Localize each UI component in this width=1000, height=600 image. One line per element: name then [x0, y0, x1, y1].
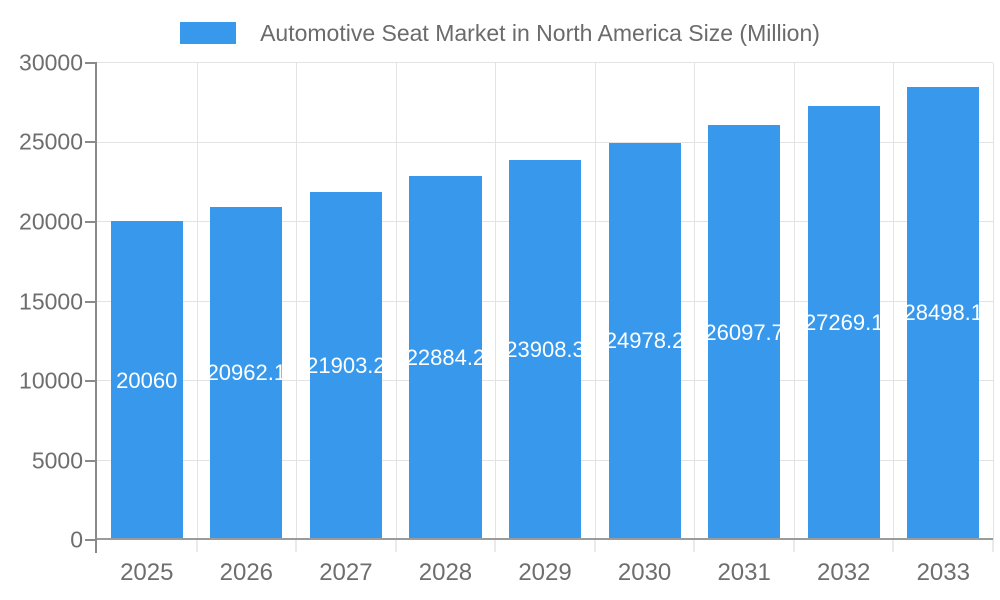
bar-slot: 27269.1 — [794, 63, 894, 540]
bars-container: 20060 20962.1 21903.2 22884.2 23908.3 24978.2… — [97, 63, 993, 540]
bar-value-label: 28498.1 — [907, 300, 980, 326]
v-gridline — [893, 63, 895, 540]
y-axis-line — [95, 63, 97, 553]
bar-2033[interactable]: 28498.1 — [907, 86, 980, 540]
y-tick-label: 20000 — [19, 208, 83, 235]
bar-2028[interactable]: 22884.2 — [409, 176, 482, 540]
bar-value-label: 22884.2 — [409, 345, 482, 371]
y-tick-label: 25000 — [19, 128, 83, 155]
x-tick-label-2031: 2031 — [717, 559, 771, 586]
bar-slot: 26097.7 — [694, 63, 794, 540]
plot-area: 20060 20962.1 21903.2 22884.2 23908.3 24978.2… — [85, 62, 994, 553]
x-tick-label-2025: 2025 — [120, 559, 174, 586]
bar-slot: 21903.2 — [296, 63, 396, 540]
v-gridline — [296, 63, 298, 540]
bar-slot: 22884.2 — [396, 63, 496, 540]
y-tick-label: 15000 — [19, 288, 83, 314]
bar-slot: 28498.1 — [894, 63, 994, 540]
bar-slot: 24978.2 — [595, 63, 695, 540]
v-gridline — [993, 63, 994, 540]
x-tick-mark — [494, 540, 496, 552]
x-tick-mark — [992, 540, 994, 552]
bar-value-label: 27269.1 — [807, 310, 880, 336]
x-tick-label-2030: 2030 — [617, 559, 672, 586]
bar-2027[interactable]: 21903.2 — [309, 191, 382, 540]
v-gridline — [495, 63, 497, 540]
x-tick-label-2032: 2032 — [817, 559, 871, 586]
bar-2025[interactable]: 20060 — [110, 221, 183, 540]
x-tick-label-2026: 2026 — [219, 559, 274, 586]
bar-slot: 23908.3 — [495, 63, 595, 540]
y-tick-mark — [85, 459, 97, 462]
bar-value-label: 24978.2 — [608, 328, 681, 354]
x-tick-label-2027: 2027 — [319, 559, 373, 586]
v-gridline — [395, 63, 397, 540]
x-tick-mark — [693, 540, 695, 552]
h-gridline — [97, 141, 993, 143]
bar-2030[interactable]: 24978.2 — [608, 142, 681, 540]
bar-2029[interactable]: 23908.3 — [508, 159, 582, 540]
legend-series-label: Automotive Seat Market in North America … — [260, 19, 820, 46]
x-tick-mark — [295, 540, 297, 552]
x-tick-mark — [196, 540, 198, 552]
y-tick-mark — [85, 379, 97, 382]
y-tick-label: 30000 — [19, 49, 83, 76]
x-tick-mark — [892, 540, 894, 552]
bar-2031[interactable]: 26097.7 — [708, 125, 781, 540]
bar-2032[interactable]: 27269.1 — [807, 106, 880, 540]
bar-value-label: 23908.3 — [508, 336, 582, 362]
y-tick-mark — [85, 141, 97, 144]
v-gridline — [594, 63, 596, 540]
bar-slot: 20962.1 — [197, 63, 297, 540]
h-gridline — [97, 538, 993, 540]
y-tick-mark — [85, 300, 97, 303]
y-tick-label: 5000 — [31, 447, 83, 473]
x-axis-labels: 2025 2026 2027 2028 2029 2030 2031 2032 2033 — [97, 556, 993, 590]
y-axis-labels: 0 5000 10000 15000 20000 25000 30000 — [0, 50, 83, 553]
bar-2026[interactable]: 20962.1 — [210, 206, 283, 540]
y-tick-mark — [85, 62, 97, 64]
x-tick-mark — [793, 540, 795, 552]
x-tick-label-2028: 2028 — [418, 559, 473, 586]
x-tick-mark — [594, 540, 596, 552]
y-tick-label: 0 — [70, 526, 83, 553]
y-tick-mark — [85, 539, 97, 541]
h-gridline — [97, 62, 993, 63]
x-tick-mark — [395, 540, 397, 552]
bar-slot: 20060 — [97, 63, 197, 540]
y-tick-mark — [85, 220, 97, 223]
v-gridline — [694, 63, 696, 540]
bar-value-label: 26097.7 — [708, 319, 781, 345]
bar-value-label: 20962.1 — [210, 360, 283, 386]
y-tick-label: 10000 — [19, 367, 83, 394]
chart-legend[interactable]: Automotive Seat Market in North America … — [0, 18, 1000, 48]
legend-color-swatch — [180, 22, 237, 44]
x-tick-label-2033: 2033 — [916, 559, 970, 586]
x-tick-label-2029: 2029 — [518, 559, 572, 586]
v-gridline — [793, 63, 795, 540]
bar-value-label: 21903.2 — [309, 352, 382, 378]
v-gridline — [196, 63, 198, 540]
bar-value-label: 20060 — [116, 367, 178, 393]
